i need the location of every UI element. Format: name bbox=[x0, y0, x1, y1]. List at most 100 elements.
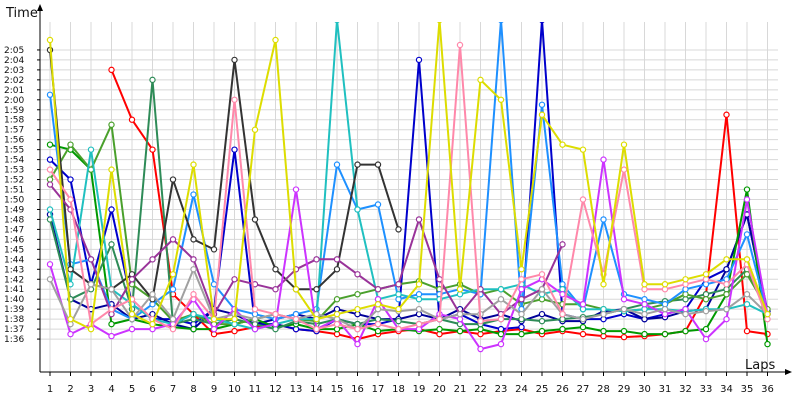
data-point bbox=[518, 276, 525, 283]
x-tick-label: 11 bbox=[249, 384, 262, 395]
data-point bbox=[292, 315, 300, 323]
data-point bbox=[415, 305, 423, 313]
data-point bbox=[600, 310, 607, 318]
data-point bbox=[538, 310, 546, 318]
data-point bbox=[251, 305, 259, 313]
data-point bbox=[661, 305, 669, 313]
x-tick-label: 14 bbox=[310, 384, 323, 395]
data-point bbox=[538, 327, 546, 335]
data-point bbox=[333, 256, 341, 263]
data-point bbox=[538, 271, 546, 278]
data-point bbox=[395, 226, 402, 233]
x-tick-label: 9 bbox=[211, 384, 217, 395]
data-point bbox=[538, 317, 546, 325]
data-point bbox=[620, 333, 628, 341]
data-point bbox=[374, 320, 382, 328]
x-tick-label: 13 bbox=[290, 384, 303, 395]
data-point bbox=[169, 271, 177, 278]
y-tick-label: 1:46 bbox=[4, 235, 24, 245]
y-tick-label: 1:50 bbox=[4, 196, 24, 206]
data-point bbox=[272, 320, 279, 328]
data-point bbox=[538, 101, 546, 108]
data-point bbox=[272, 286, 279, 293]
data-point bbox=[641, 310, 648, 318]
x-tick-label: 6 bbox=[149, 384, 155, 395]
x-tick-label: 4 bbox=[108, 384, 114, 395]
data-point bbox=[436, 276, 443, 283]
data-point bbox=[579, 196, 587, 203]
x-tick-labels: 1 2 3 4 5 6 7 8 9 10 11 12 13 14 15 16 17 18 19 20 21 22 23 24 2… bbox=[47, 372, 774, 395]
data-point bbox=[87, 281, 95, 288]
data-point bbox=[67, 266, 74, 273]
series-line bbox=[49, 44, 769, 331]
data-point bbox=[67, 196, 74, 203]
data-point bbox=[497, 286, 505, 293]
series-14 bbox=[46, 22, 771, 333]
x-tick-label: 18 bbox=[392, 384, 405, 395]
data-point bbox=[702, 296, 710, 303]
data-point bbox=[518, 310, 525, 318]
data-point bbox=[231, 327, 238, 335]
x-tick-label: 5 bbox=[129, 384, 135, 395]
x-tick-label: 27 bbox=[577, 384, 590, 395]
y-tick-label: 1:45 bbox=[4, 245, 24, 255]
y-tick-label: 1:42 bbox=[4, 275, 24, 285]
data-point bbox=[743, 291, 751, 298]
data-point bbox=[67, 315, 74, 323]
data-point bbox=[67, 330, 74, 338]
data-point bbox=[231, 56, 238, 64]
data-point bbox=[333, 161, 341, 168]
x-tick-label: 24 bbox=[515, 384, 528, 395]
y-tick-label: 1:54 bbox=[4, 156, 24, 166]
x-tick-label: 19 bbox=[413, 384, 426, 395]
series-group bbox=[46, 22, 771, 353]
data-point bbox=[579, 300, 587, 308]
y-axis-title: Time bbox=[5, 6, 38, 21]
y-tick-label: 1:44 bbox=[4, 255, 24, 265]
data-point bbox=[743, 231, 751, 238]
data-point bbox=[46, 261, 54, 268]
data-point bbox=[518, 296, 525, 303]
data-point bbox=[46, 36, 54, 44]
data-point bbox=[395, 317, 402, 325]
data-point bbox=[354, 206, 361, 213]
x-tick-label: 33 bbox=[700, 384, 713, 395]
data-point bbox=[477, 317, 484, 325]
data-point bbox=[415, 281, 423, 288]
data-point bbox=[415, 216, 423, 223]
data-point bbox=[743, 300, 751, 308]
x-tick-label: 25 bbox=[536, 384, 549, 395]
data-point bbox=[661, 330, 669, 338]
data-point bbox=[702, 307, 710, 315]
y-tick-labels: 1:361:371:381:391:401:411:421:431:441:45… bbox=[4, 46, 40, 345]
data-point bbox=[149, 320, 156, 328]
data-point bbox=[374, 300, 382, 308]
data-point bbox=[354, 340, 361, 348]
data-point bbox=[354, 305, 361, 313]
data-point bbox=[395, 281, 402, 288]
x-tick-label: 16 bbox=[351, 384, 364, 395]
data-point bbox=[559, 291, 566, 298]
data-point bbox=[641, 300, 648, 308]
data-point bbox=[497, 340, 505, 348]
x-tick-label: 20 bbox=[433, 384, 446, 395]
y-tick-label: 1:55 bbox=[4, 146, 24, 156]
data-point bbox=[169, 286, 177, 293]
y-tick-label: 2:05 bbox=[4, 46, 24, 56]
series-5 bbox=[46, 76, 771, 333]
data-point bbox=[87, 325, 95, 333]
data-point bbox=[190, 191, 197, 198]
data-point bbox=[641, 330, 648, 338]
data-point bbox=[764, 310, 771, 318]
data-point bbox=[395, 325, 402, 333]
data-point bbox=[723, 315, 730, 323]
x-tick-label: 3 bbox=[88, 384, 94, 395]
x-tick-label: 32 bbox=[679, 384, 692, 395]
data-point bbox=[333, 266, 341, 273]
data-point bbox=[67, 141, 74, 148]
data-point bbox=[108, 305, 115, 313]
y-tick-label: 1:51 bbox=[4, 186, 24, 196]
data-point bbox=[108, 320, 115, 328]
data-point bbox=[251, 325, 259, 333]
